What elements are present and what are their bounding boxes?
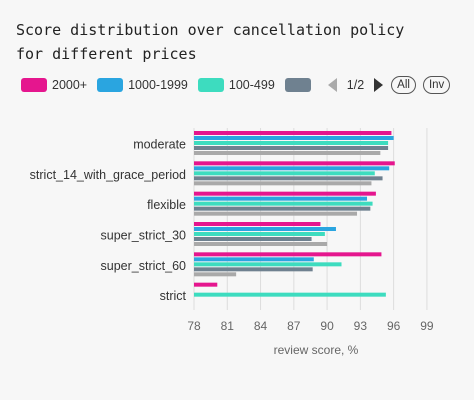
bar[interactable] (194, 252, 382, 257)
x-tick-label: 87 (287, 319, 301, 333)
category-label: super_strict_30 (101, 229, 187, 243)
category-label: strict_14_with_grace_period (30, 168, 186, 182)
legend-item-truncated[interactable] (284, 78, 316, 92)
bar[interactable] (194, 211, 358, 216)
bar[interactable] (194, 227, 336, 231)
x-axis-label: review score, % (274, 343, 359, 357)
legend-label: 100-499 (228, 78, 275, 92)
bar[interactable] (194, 136, 394, 140)
pager-next-icon[interactable] (374, 78, 384, 92)
bar[interactable] (194, 171, 375, 176)
x-tick-label: 78 (187, 319, 201, 333)
pager-prev-icon[interactable] (327, 78, 337, 92)
bar[interactable] (194, 222, 321, 226)
bar[interactable] (194, 196, 368, 201)
legend-pager: 1/2 (324, 78, 391, 92)
x-tick-label: 84 (254, 319, 268, 333)
x-tick-labels: 78 81 84 87 90 93 96 99 (187, 319, 434, 333)
bar[interactable] (194, 131, 392, 135)
bar[interactable] (194, 161, 395, 166)
x-tick-label: 96 (387, 319, 401, 333)
category-label: strict (160, 289, 187, 303)
x-tick-label: 90 (320, 319, 334, 333)
x-tick-label: 81 (221, 319, 235, 333)
bar[interactable] (194, 292, 386, 297)
x-tick-label: 93 (354, 319, 368, 333)
bar[interactable] (194, 206, 371, 211)
grid-lines (193, 128, 428, 310)
bar[interactable] (194, 262, 342, 267)
legend-inv-button[interactable]: Inv (422, 76, 451, 94)
bar[interactable] (194, 267, 313, 272)
legend-item-1000-1999[interactable]: 1000-1999 (97, 78, 188, 92)
legend-label: 2000+ (52, 78, 88, 92)
bar[interactable] (194, 237, 312, 241)
bar[interactable] (194, 232, 325, 236)
bar[interactable] (194, 282, 218, 287)
legend-swatch (284, 78, 311, 92)
legend-swatch (21, 78, 47, 92)
category-label: moderate (133, 138, 186, 152)
bars (194, 131, 395, 297)
legend-item-2000-plus[interactable]: 2000+ (21, 78, 87, 92)
category-labels: moderate strict_14_with_grace_periodflexi… (30, 138, 187, 304)
chart-title: Score distribution over cancellation pol… (16, 21, 405, 63)
x-tick-label: 99 (420, 319, 434, 333)
pager-text: 1/2 (346, 78, 365, 92)
bar[interactable] (194, 272, 237, 277)
bar[interactable] (194, 151, 381, 155)
category-label: super_strict_60 (101, 259, 187, 273)
bar[interactable] (194, 191, 376, 196)
legend-all-button[interactable]: All (391, 76, 416, 94)
legend: 2000+ 1000-1999 100-499 1/2 All Inv (21, 76, 457, 94)
legend-swatch (97, 78, 124, 92)
bar[interactable] (194, 146, 389, 150)
category-label: flexible (147, 198, 186, 212)
bar[interactable] (194, 201, 373, 206)
bar[interactable] (194, 181, 372, 186)
legend-label: 1000-1999 (128, 78, 188, 92)
bar[interactable] (194, 242, 328, 246)
bar[interactable] (194, 257, 314, 262)
bar[interactable] (194, 166, 390, 171)
bar[interactable] (194, 141, 389, 145)
legend-swatch (197, 78, 224, 92)
legend-item-100-499[interactable]: 100-499 (197, 78, 275, 92)
bar[interactable] (194, 176, 383, 181)
